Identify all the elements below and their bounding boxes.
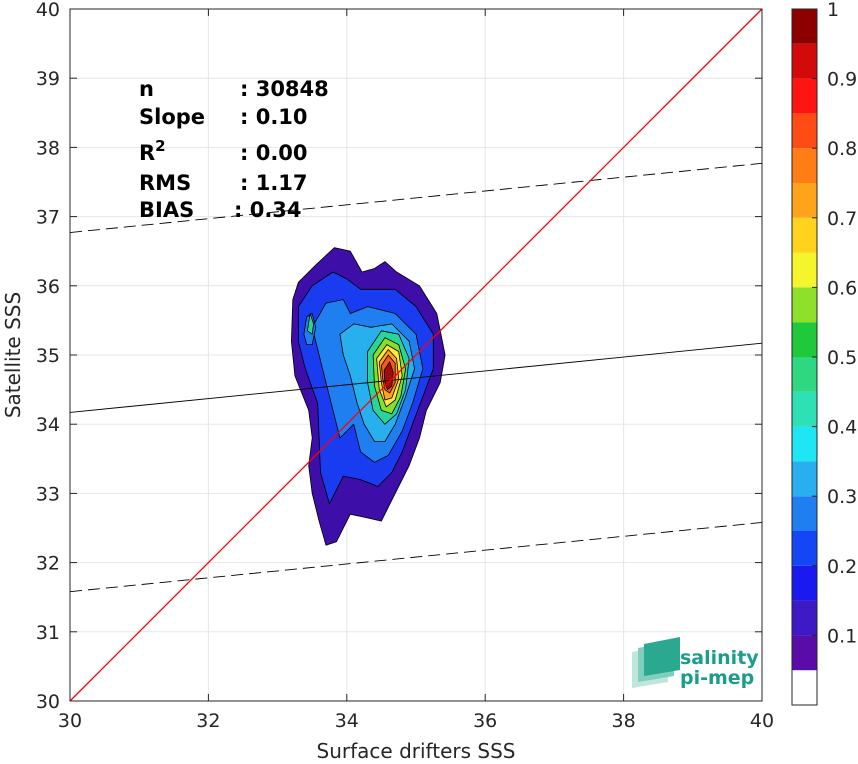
colorbar: 0.1 0.2 0.3 0.4 0.5 0.6 0.7 0.8 0.9 1 [791,0,857,706]
colorbar-bin [792,600,817,636]
x-tick-label: 30 [58,710,82,732]
stat-value: : 0.34 [234,198,302,222]
colorbar-bin [792,391,817,427]
colorbar-bin [792,148,817,183]
colorbar-tick-label: 0.9 [827,69,857,91]
colorbar-bin [792,9,817,44]
logo-line2: pi-mep [680,667,754,689]
colorbar-bin [792,217,817,253]
density-contour [306,313,315,335]
colorbar-bin [792,635,817,671]
upper-bound-line [69,162,763,233]
colorbar-tick-label: 0.5 [827,347,857,369]
identity-line [69,8,763,702]
density-contours [290,247,446,546]
colorbar-bin [792,183,817,218]
y-tick-label: 40 [36,0,60,21]
colorbar-bin [792,78,817,114]
colorbar-tick-label: 0.6 [827,277,857,299]
colorbar-bin [792,287,817,323]
colorbar-tick-label: 0.8 [827,138,857,160]
colorbar-tick-label: 0.4 [827,417,857,439]
x-axis-label: Surface drifters SSS [317,739,516,763]
colorbar-bin [792,670,817,705]
y-tick-label: 33 [36,483,60,505]
y-axis-ticks: 30 31 32 33 34 35 36 37 38 39 40 [36,0,762,713]
x-tick-label: 38 [612,710,636,732]
logo-mark-icon [632,637,680,688]
regression-line [69,342,763,413]
x-tick-label: 32 [196,710,220,732]
reference-lines [69,8,763,702]
stat-value: : 0.00 [240,141,308,165]
colorbar-bin [792,461,817,497]
x-tick-label: 40 [750,710,774,732]
x-axis-ticks: 30 32 34 36 38 40 [58,9,774,732]
y-tick-label: 37 [36,207,60,229]
colorbar-bin [792,426,817,462]
colorbar-bin [792,113,817,149]
stat-label: BIAS [139,198,194,222]
y-tick-label: 39 [36,68,60,90]
stat-label: RMS [139,171,191,195]
colorbar-bin [792,43,817,79]
y-tick-label: 32 [36,553,60,575]
stat-label: R2 [139,137,166,165]
logo-line1: salinity [680,647,759,669]
y-tick-label: 36 [36,276,60,298]
stat-value: : 1.17 [240,171,308,195]
colorbar-tick-label: 0.7 [827,208,857,230]
y-tick-label: 38 [36,137,60,159]
density-contour [383,361,394,391]
x-tick-label: 34 [335,710,359,732]
colorbar-bin [792,531,817,566]
stat-label: Slope [139,105,205,129]
colorbar-tick-label: 0.1 [827,625,857,647]
colorbar-bin [792,322,817,357]
colorbar-tick-label: 0.3 [827,486,857,508]
y-tick-label: 30 [36,691,60,713]
lower-bound-line [69,522,763,593]
y-tick-label: 35 [36,345,60,367]
colorbar-bin [792,357,817,392]
y-tick-label: 31 [36,622,60,644]
salinity-pi-mep-logo: salinity pi-mep [632,637,759,689]
colorbar-bin [792,565,817,601]
y-axis-label: Satellite SSS [1,292,25,418]
colorbar-bin [792,252,817,288]
y-tick-label: 34 [36,414,60,436]
stat-label: n [139,77,154,101]
statistics-panel: n : 30848 Slope : 0.10 R2 : 0.00 RMS : 1.17 BIAS… [139,77,329,222]
stat-value: : 30848 [240,77,329,101]
colorbar-bin [792,496,817,531]
colorbar-tick-label: 1 [827,0,839,21]
stat-value: : 0.10 [240,105,308,129]
x-tick-label: 36 [473,710,497,732]
colorbar-tick-label: 0.2 [827,556,857,578]
